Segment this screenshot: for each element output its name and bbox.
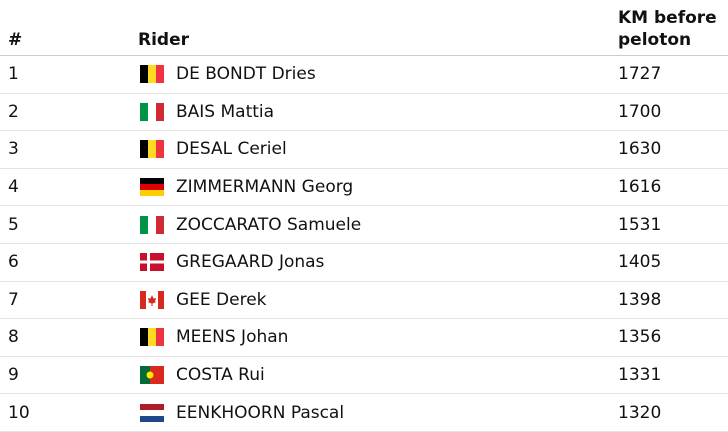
rider-cell: DESAL Ceriel: [128, 130, 610, 169]
rank: 6: [0, 243, 128, 282]
flag: [140, 102, 164, 121]
row: 8 MEENS Johan 1356: [0, 318, 728, 357]
km: 1531: [610, 205, 728, 244]
km: 1331: [610, 356, 728, 395]
km: 1405: [610, 243, 728, 282]
rider-name: BAIS Mattia: [176, 101, 275, 122]
rank: 2: [0, 93, 128, 132]
rider-name: GEE Derek: [176, 289, 267, 310]
flag: [140, 178, 164, 197]
flag: [140, 215, 164, 234]
rider-cell: ZIMMERMANN Georg: [128, 168, 610, 207]
km: 1320: [610, 393, 728, 432]
rider-cell: DE BONDT Dries: [128, 55, 610, 94]
rider-cell: MEENS Johan: [128, 318, 610, 357]
rank: 9: [0, 356, 128, 395]
rank: 5: [0, 205, 128, 244]
rank: 8: [0, 318, 128, 357]
rider-name: ZOCCARATO Samuele: [176, 214, 362, 235]
rider-cell: EENKHOORN Pascal: [128, 393, 610, 432]
flag: [140, 328, 164, 347]
row: 2 BAIS Mattia 1700: [0, 93, 728, 132]
flag: [140, 65, 164, 84]
row: 6 GREGAARD Jonas 1405: [0, 243, 728, 282]
row: 4 ZIMMERMANN Georg 1616: [0, 168, 728, 207]
row: 9 COSTA Rui 1331: [0, 356, 728, 395]
rider-cell: COSTA Rui: [128, 356, 610, 395]
rider-name: ZIMMERMANN Georg: [176, 177, 354, 198]
flag: [140, 366, 164, 385]
rider-name: DESAL Ceriel: [176, 139, 287, 160]
rider-name: GREGAARD Jonas: [176, 252, 325, 273]
rank: 1: [0, 55, 128, 94]
km: 1630: [610, 130, 728, 169]
rank: 7: [0, 281, 128, 320]
row: 5 ZOCCARATO Samuele 1531: [0, 205, 728, 244]
row: 10 EENKHOORN Pascal 1320: [0, 393, 728, 432]
row: 7 GEE Derek 1398: [0, 281, 728, 320]
rider-name: MEENS Johan: [176, 327, 289, 348]
rider-cell: GEE Derek: [128, 281, 610, 320]
km: 1356: [610, 318, 728, 357]
rider-name: COSTA Rui: [176, 365, 265, 386]
rider-cell: ZOCCARATO Samuele: [128, 205, 610, 244]
row: 1 DE BONDT Dries 1727: [0, 55, 728, 94]
rank: 3: [0, 130, 128, 169]
header-cell: Rider: [128, 0, 610, 56]
flag: [140, 403, 164, 422]
flag: [140, 140, 164, 159]
km: 1398: [610, 281, 728, 320]
header-cell: KM before peloton: [610, 0, 728, 56]
header-row: # Rider KM before peloton: [0, 0, 728, 56]
flag: [140, 290, 164, 309]
km: 1616: [610, 168, 728, 207]
flag: [140, 253, 164, 272]
rank: 10: [0, 393, 128, 432]
rider-cell: BAIS Mattia: [128, 93, 610, 132]
header-cell: #: [0, 0, 128, 56]
rider-name: DE BONDT Dries: [176, 64, 316, 85]
row: 3 DESAL Ceriel 1630: [0, 130, 728, 169]
km: 1727: [610, 55, 728, 94]
km: 1700: [610, 93, 728, 132]
rank: 4: [0, 168, 128, 207]
rider-cell: GREGAARD Jonas: [128, 243, 610, 282]
rider-name: EENKHOORN Pascal: [176, 402, 345, 423]
